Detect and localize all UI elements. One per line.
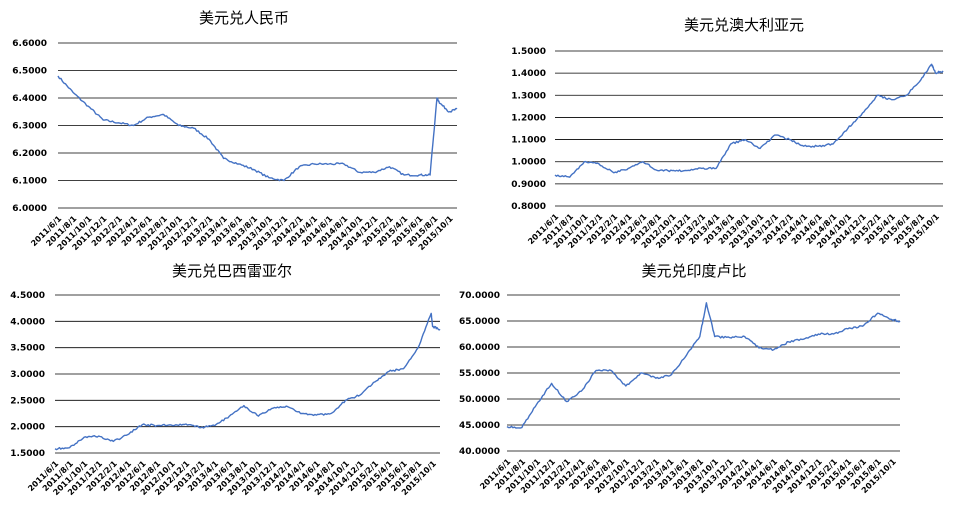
y-tick-label: 1.0000 [511,158,546,168]
x-axis: 2011/6/12011/8/12011/10/12011/12/12012/2… [478,457,898,495]
y-tick-label: 3.0000 [10,370,45,380]
chart-usd-cny: 美元兑人民币 6.0000 6.1000 6.2000 6.3000 6.4000 6.5… [12,9,458,252]
y-tick-label: 4.5000 [10,291,45,301]
y-tick-label: 6.3000 [12,122,47,132]
y-tick-label: 6.5000 [12,67,47,77]
chart-title: 美元兑澳大利亚元 [684,16,804,34]
y-tick-label: 1.3000 [511,91,546,101]
y-tick-label: 55.0000 [459,369,500,379]
y-tick-label: 6.0000 [12,204,47,214]
x-axis: 2011/6/12011/8/12011/10/12011/12/12012/2… [29,214,455,252]
y-tick-label: 60.0000 [459,343,500,353]
y-axis: 6.0000 6.1000 6.2000 6.3000 6.4000 6.5000 6.60… [12,39,47,214]
y-tick-label: 6.1000 [12,177,47,187]
y-tick-label: 1.2000 [511,113,546,123]
y-tick-label: 1.5000 [10,449,45,459]
y-tick-label: 1.4000 [511,69,546,79]
gridlines [55,294,440,454]
y-axis: 1.5000 2.0000 2.5000 3.0000 3.5000 4.0000 4.50… [10,291,45,459]
y-tick-label: 0.8000 [511,202,546,212]
series-line [554,63,944,178]
gridlines [507,294,900,452]
y-tick-label: 45.0000 [459,421,500,431]
chart-title: 美元兑巴西雷亚尔 [172,262,292,280]
y-tick-label: 2.0000 [10,423,45,433]
chart-title: 美元兑人民币 [199,9,289,27]
series-line [57,75,458,182]
y-tick-label: 4.0000 [10,317,45,327]
y-axis: 40.0000 45.0000 50.0000 55.0000 60.0000 65.00… [459,291,500,457]
y-tick-label: 70.0000 [459,291,500,301]
chart-usd-brl: 美元兑巴西雷亚尔 1.5000 2.0000 2.5000 3.0000 3.5000 4… [10,262,441,497]
y-tick-label: 6.6000 [12,39,47,49]
y-axis: 0.8000 0.9000 1.0000 1.1000 1.2000 1.3000 1.40… [511,47,546,212]
y-tick-label: 0.9000 [511,180,546,190]
y-tick-label: 3.5000 [10,344,45,354]
y-tick-label: 6.2000 [12,149,47,159]
y-tick-label: 50.0000 [459,395,500,405]
series-line [506,302,901,429]
y-tick-label: 65.0000 [459,317,500,327]
chart-title: 美元兑印度卢比 [641,262,746,280]
chart-usd-inr: 美元兑印度卢比 40.0000 45.0000 50.0000 55.0000 60.0… [459,262,901,495]
series-line [54,312,441,451]
x-axis: 2011/6/12011/8/12011/10/12011/12/12012/2… [526,212,941,250]
gridlines [58,42,457,209]
chart-usd-aud: 美元兑澳大利亚元 0.8000 0.9000 1.0000 1.1000 1.2000 1… [511,16,944,250]
gridlines [555,50,943,207]
y-tick-label: 1.5000 [511,47,546,57]
x-axis: 2011/6/12011/8/12011/10/12011/12/12012/2… [26,459,438,497]
y-tick-label: 2.5000 [10,396,45,406]
y-tick-label: 40.0000 [459,447,500,457]
y-tick-label: 1.1000 [511,136,546,146]
y-tick-label: 6.4000 [12,94,47,104]
